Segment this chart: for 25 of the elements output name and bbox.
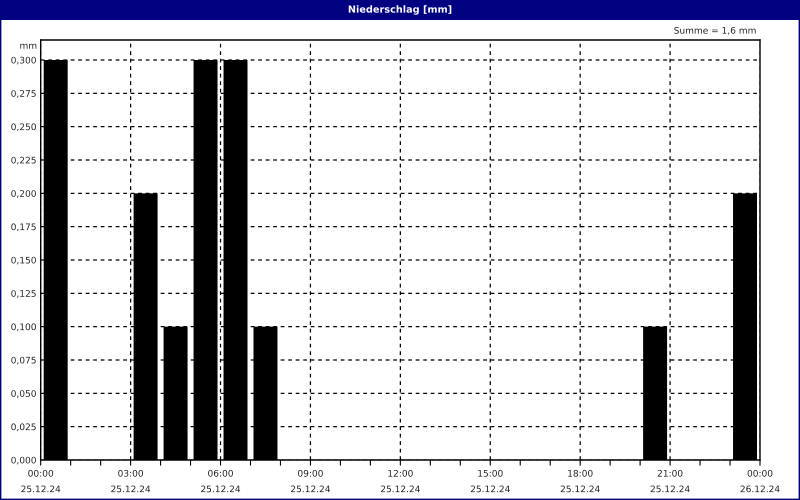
y-tick-label: 0,300 — [11, 56, 36, 64]
y-tick-label: 0,275 — [11, 90, 36, 98]
x-tick-label: 00:00 25.12.24 — [21, 470, 60, 492]
y-tick-label: 0,025 — [11, 423, 36, 432]
x-tick-label: 06:00 25.12.24 — [201, 470, 240, 492]
y-tick-label: 0,125 — [11, 290, 36, 298]
text: Summe = 1,6 mm — [674, 26, 756, 35]
x-tick-label: 09:00 25.12.24 — [291, 470, 330, 492]
y-tick-label: 0,100 — [11, 323, 36, 332]
x-tick-label: 12:00 25.12.24 — [380, 470, 420, 492]
y-axis-title: mm — [20, 44, 36, 49]
chart-title: Niederschlag [mm] — [348, 5, 452, 15]
x-tick-label: 03:00 25.12.24 — [111, 470, 150, 492]
x-tick-label: 00:00 26.12.24 — [740, 470, 780, 492]
y-tick-label: 0,000 — [11, 456, 36, 464]
y-tick-label: 0,075 — [11, 356, 36, 364]
y-tick-label: 0,250 — [11, 123, 36, 132]
x-tick-label: 18:00 25.12.24 — [560, 470, 600, 492]
y-tick-label: 0,050 — [11, 390, 36, 398]
x-tick-label: 15:00 25.12.24 — [470, 470, 510, 492]
y-tick-label: 0,150 — [11, 256, 36, 264]
y-tick-label: 0,200 — [11, 190, 36, 198]
y-tick-label: 0,225 — [11, 156, 36, 164]
y-tick-label: 0,175 — [11, 223, 36, 232]
x-tick-label: 21:00 25.12.24 — [650, 470, 690, 492]
